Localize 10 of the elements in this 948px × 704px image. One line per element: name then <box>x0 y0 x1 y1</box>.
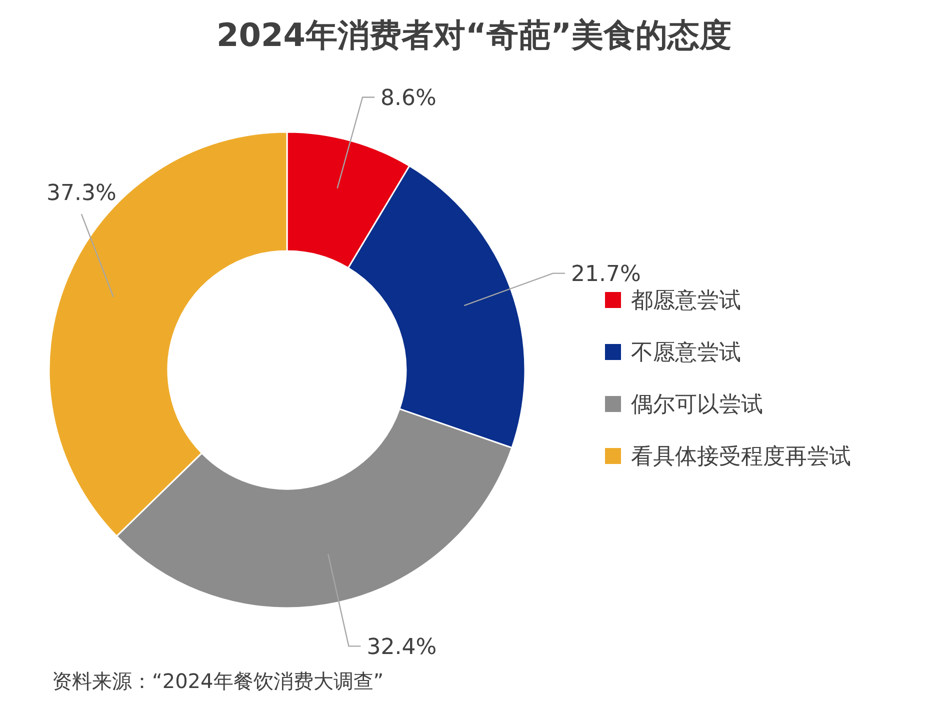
legend-label: 不愿意尝试 <box>631 340 741 366</box>
legend-label: 都愿意尝试 <box>631 288 741 314</box>
data-label: 37.3% <box>46 181 116 206</box>
data-label: 32.4% <box>366 634 437 660</box>
data-label: 21.7% <box>570 262 641 287</box>
data-label: 8.6% <box>380 86 436 111</box>
legend-label: 偶尔可以尝试 <box>631 392 763 418</box>
legend-label: 看具体接受程度再尝试 <box>631 444 851 470</box>
text: 资料来源：“2024年餐饮消费大调查” <box>52 669 384 693</box>
chart-title: 2024年消费者对“奇葩”美食的态度 <box>216 16 732 54</box>
